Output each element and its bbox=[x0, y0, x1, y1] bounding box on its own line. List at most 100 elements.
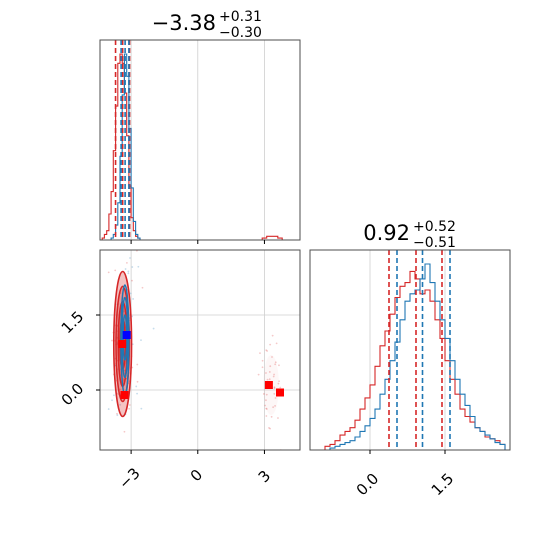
scatter-point bbox=[279, 386, 282, 389]
marker-square bbox=[118, 340, 127, 348]
scatter-point bbox=[137, 265, 140, 268]
blue-histogram bbox=[102, 53, 287, 240]
scatter-point bbox=[272, 406, 275, 409]
scatter-point bbox=[132, 298, 135, 300]
param2-median: 0.92 bbox=[363, 221, 410, 245]
scatter-point bbox=[111, 339, 113, 342]
marker-square bbox=[264, 381, 273, 389]
scatter-point bbox=[275, 342, 278, 345]
param1-lower-error: −0.30 bbox=[219, 25, 262, 41]
scatter-point bbox=[140, 339, 142, 342]
scatter-point bbox=[265, 393, 268, 396]
scatter-point bbox=[118, 203, 120, 205]
param1-upper-error: +0.31 bbox=[219, 9, 262, 25]
scatter-point bbox=[128, 404, 131, 406]
scatter-point bbox=[114, 269, 117, 272]
scatter-point bbox=[131, 279, 133, 282]
param2-histogram-panel: 0.92 +0.52 −0.51 0.0 1.5 bbox=[309, 219, 511, 500]
scatter-point bbox=[265, 349, 268, 351]
scatter-point bbox=[269, 343, 272, 346]
scatter-point bbox=[265, 415, 268, 417]
marker-square bbox=[122, 331, 131, 339]
scatter-point bbox=[265, 372, 267, 374]
scatter-point bbox=[135, 385, 138, 388]
scatter-point bbox=[268, 378, 271, 381]
scatter-point bbox=[269, 365, 272, 368]
marker-square bbox=[120, 391, 129, 399]
scatter-point bbox=[265, 407, 267, 410]
scatter-point bbox=[274, 363, 277, 366]
joint-x-tick-label: 3 bbox=[255, 467, 274, 486]
scatter-point bbox=[131, 266, 134, 268]
scatter-point bbox=[119, 403, 122, 406]
scatter-point bbox=[136, 363, 139, 366]
marker-square bbox=[276, 388, 284, 397]
scatter-point bbox=[265, 399, 267, 402]
param1-gridlines bbox=[130, 40, 265, 240]
joint-contour-panel: −3 0 3 0.0 1.5 bbox=[58, 203, 301, 493]
scatter-point bbox=[273, 392, 276, 395]
param2-frame bbox=[309, 249, 511, 451]
param1-title: −3.38 +0.31 −0.30 bbox=[152, 9, 262, 41]
scatter-point bbox=[270, 415, 273, 418]
param1-frame bbox=[99, 39, 301, 241]
param2-x-ticks: 0.0 1.5 bbox=[353, 450, 458, 500]
scatter-point bbox=[113, 394, 115, 397]
joint-x-tick-label: 0 bbox=[187, 466, 206, 485]
scatter-point bbox=[128, 407, 131, 410]
joint-x-ticks: −3 0 3 bbox=[115, 450, 274, 493]
scatter-point bbox=[129, 257, 131, 259]
red-histogram bbox=[324, 270, 506, 450]
scatter-point bbox=[116, 414, 119, 417]
joint-scatter-points bbox=[106, 203, 282, 450]
scatter-point bbox=[127, 270, 130, 273]
scatter-point bbox=[124, 268, 127, 270]
scatter-point bbox=[116, 412, 118, 415]
param2-title: 0.92 +0.52 −0.51 bbox=[363, 219, 456, 251]
scatter-point bbox=[111, 399, 113, 402]
blue-histogram bbox=[325, 263, 506, 450]
scatter-point bbox=[273, 386, 276, 389]
scatter-point bbox=[264, 404, 267, 407]
scatter-point bbox=[278, 364, 280, 367]
scatter-point bbox=[152, 327, 155, 330]
param2-x-tick-label: 1.5 bbox=[428, 470, 458, 500]
scatter-point bbox=[274, 397, 277, 399]
scatter-point bbox=[141, 286, 144, 289]
param1-median: −3.38 bbox=[152, 11, 216, 35]
scatter-point bbox=[125, 261, 128, 264]
scatter-point bbox=[273, 387, 276, 390]
joint-y-tick-label: 1.5 bbox=[58, 308, 88, 338]
joint-x-tick-label: −3 bbox=[115, 464, 143, 492]
scatter-point bbox=[107, 271, 110, 274]
scatter-point bbox=[274, 405, 276, 407]
scatter-point bbox=[262, 393, 265, 395]
scatter-point bbox=[261, 366, 264, 369]
scatter-point bbox=[107, 408, 110, 410]
joint-markers bbox=[118, 331, 284, 399]
scatter-point bbox=[122, 379, 125, 382]
joint-y-ticks: 0.0 1.5 bbox=[58, 308, 100, 409]
scatter-point bbox=[123, 430, 126, 433]
scatter-point bbox=[271, 356, 273, 358]
scatter-point bbox=[271, 334, 274, 337]
scatter-point bbox=[136, 380, 139, 383]
param2-lower-error: −0.51 bbox=[413, 235, 456, 251]
scatter-point bbox=[268, 371, 271, 373]
scatter-point bbox=[269, 427, 271, 430]
scatter-point bbox=[268, 426, 270, 429]
scatter-point bbox=[136, 392, 138, 395]
param2-quantile-lines bbox=[388, 250, 451, 450]
scatter-point bbox=[261, 359, 264, 362]
joint-frame bbox=[99, 249, 301, 451]
scatter-point bbox=[273, 373, 275, 376]
scatter-point bbox=[106, 220, 108, 222]
scatter-point bbox=[265, 408, 268, 410]
scatter-point bbox=[259, 352, 261, 354]
scatter-point bbox=[140, 407, 143, 410]
param2-gridlines bbox=[369, 250, 446, 450]
scatter-point bbox=[266, 350, 268, 352]
param2-histograms bbox=[324, 263, 506, 450]
scatter-point bbox=[131, 343, 134, 346]
scatter-point bbox=[127, 272, 130, 275]
